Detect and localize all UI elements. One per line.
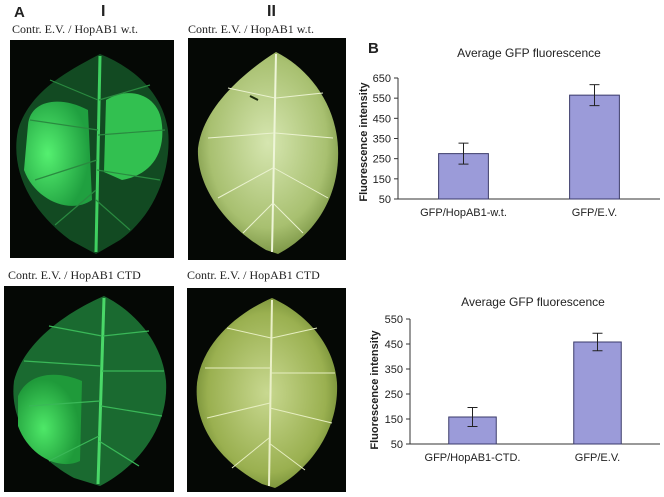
- y-tick-label: 350: [385, 364, 403, 376]
- y-tick-label: 450: [385, 339, 403, 351]
- caption-bottom-right: Contr. E.V. / HopAB1 CTD: [187, 268, 320, 282]
- y-tick-label: 50: [391, 439, 403, 451]
- bar: [573, 341, 622, 445]
- y-axis-label: Fluorescence intensity: [369, 330, 381, 450]
- y-tick-label: 550: [385, 314, 403, 326]
- y-axis-label: Fluorescence intensity: [358, 82, 370, 202]
- x-tick-label: GFP/HopAB1-w.t.: [420, 207, 507, 219]
- x-tick-label: GFP/E.V.: [575, 452, 620, 464]
- leaf-photo-whitelight-wt: [188, 38, 346, 260]
- bar: [438, 153, 489, 200]
- caption-top-right: Contr. E.V. / HopAB1 w.t.: [188, 22, 315, 36]
- panel-a-label: A: [14, 4, 25, 21]
- y-tick-label: 150: [373, 174, 391, 186]
- bar-chart-ctd: Average GFP fluorescence Fluorescence in…: [369, 295, 660, 464]
- y-tick-label: 550: [373, 93, 391, 105]
- y-tick-label: 150: [385, 414, 403, 426]
- chart-title: Average GFP fluorescence: [457, 46, 601, 60]
- y-tick-label: 250: [373, 154, 391, 166]
- x-tick-label: GFP/E.V.: [572, 207, 617, 219]
- column-i-label: I: [101, 3, 106, 20]
- y-tick-label: 450: [373, 113, 391, 125]
- chart-title: Average GFP fluorescence: [461, 295, 605, 309]
- caption-top-left: Contr. E.V. / HopAB1 w.t.: [12, 22, 139, 36]
- leaf-photo-fluorescence-wt: [10, 40, 174, 258]
- column-ii-label: II: [267, 3, 276, 20]
- caption-bottom-left: Contr. E.V. / HopAB1 CTD: [8, 268, 141, 282]
- y-tick-label: 350: [373, 134, 391, 146]
- x-tick-label: GFP/HopAB1-CTD.: [425, 452, 521, 464]
- y-tick-label: 250: [385, 389, 403, 401]
- bar-chart-wt: Average GFP fluorescence Fluorescence in…: [358, 46, 660, 219]
- panel-b-label: B: [368, 40, 379, 57]
- leaf-photo-whitelight-ctd: [187, 288, 346, 492]
- y-tick-label: 650: [373, 73, 391, 85]
- y-tick-label: 50: [379, 194, 391, 206]
- leaf-photo-fluorescence-ctd: [4, 286, 174, 492]
- bar: [569, 94, 620, 200]
